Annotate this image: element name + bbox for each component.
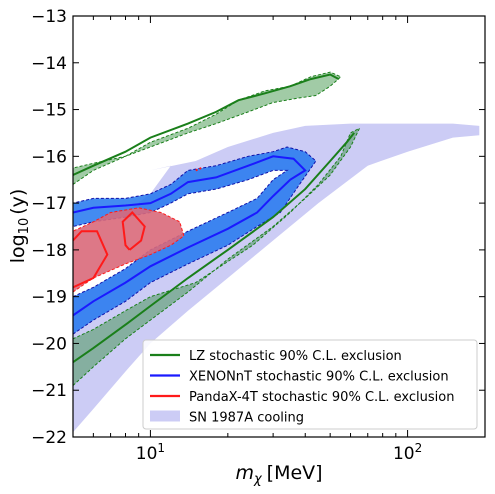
y-tick-label: −18 bbox=[31, 241, 67, 261]
plot-frame bbox=[72, 15, 486, 438]
pandax-exclusion-line-right bbox=[121, 211, 146, 251]
legend-label: PandaX-4T stochastic 90% C.L. exclusion bbox=[189, 390, 454, 405]
y-tick-label: −17 bbox=[31, 194, 67, 214]
legend-label: SN 1987A cooling bbox=[189, 411, 304, 426]
y-tick-label: −13 bbox=[31, 7, 67, 27]
x-axis: 101 102 bbox=[72, 16, 486, 464]
lz-exclusion-line-lower bbox=[73, 132, 355, 364]
legend: LZ stochastic 90% C.L. exclusion XENONnT … bbox=[142, 339, 478, 430]
pandax-speck bbox=[195, 167, 202, 172]
y-tick-label: −21 bbox=[31, 381, 67, 401]
y-tick-label: −20 bbox=[31, 334, 67, 354]
x-tick-label: 102 bbox=[393, 441, 422, 464]
x-tick-label: 101 bbox=[136, 441, 165, 464]
y-tick-label: −16 bbox=[31, 147, 67, 167]
legend-label: LZ stochastic 90% C.L. exclusion bbox=[189, 349, 402, 364]
y-axis-label: log10(y) bbox=[7, 189, 32, 264]
y-axis: −13 −14 −15 −16 −17 −18 −19 −20 −21 −22 bbox=[31, 7, 485, 448]
pandax-exclusion-line-left bbox=[73, 230, 109, 289]
legend-box bbox=[142, 339, 478, 430]
x-axis-label: mχ [MeV] bbox=[235, 462, 322, 487]
plot-area bbox=[73, 71, 480, 437]
lz-exclusion-line-upper bbox=[73, 73, 340, 176]
y-tick-label: −15 bbox=[31, 101, 67, 121]
y-tick-label: −14 bbox=[31, 54, 67, 74]
y-tick-label: −19 bbox=[31, 288, 67, 308]
lz-upper-band bbox=[73, 71, 342, 186]
legend-swatch bbox=[150, 410, 180, 422]
xenon-exclusion-line bbox=[73, 155, 307, 317]
lz-lower-band bbox=[73, 127, 361, 387]
y-tick-label: −22 bbox=[31, 428, 67, 448]
legend-label: XENONnT stochastic 90% C.L. exclusion bbox=[189, 370, 449, 385]
